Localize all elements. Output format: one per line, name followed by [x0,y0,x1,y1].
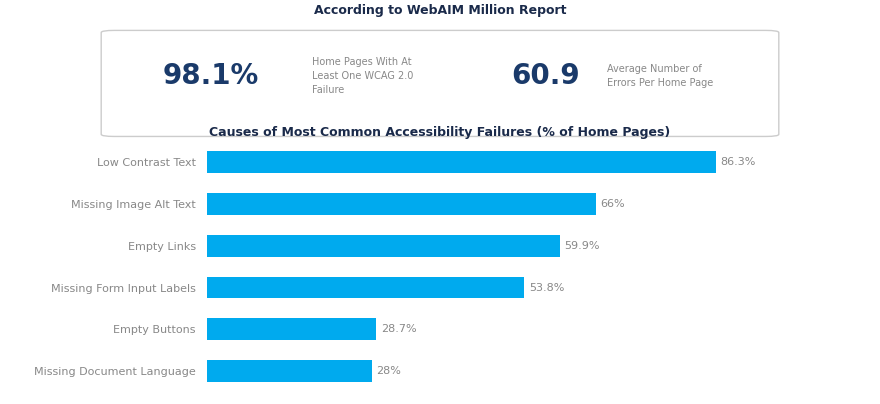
Text: According to WebAIM Million Report: According to WebAIM Million Report [314,4,566,17]
Bar [207,318,376,340]
Text: 86.3%: 86.3% [721,157,756,167]
Text: Causes of Most Common Accessibility Failures (% of Home Pages): Causes of Most Common Accessibility Fail… [209,126,671,139]
Text: 60.9: 60.9 [511,62,580,90]
Text: 59.9%: 59.9% [565,241,600,251]
Bar [207,277,524,299]
Bar [207,235,560,257]
Text: 98.1%: 98.1% [163,62,260,90]
Bar [207,360,372,382]
FancyBboxPatch shape [101,30,779,137]
Text: 28.7%: 28.7% [381,324,416,334]
Text: 66%: 66% [601,199,626,209]
Bar [207,152,715,173]
Text: Home Pages With At
Least One WCAG 2.0
Failure: Home Pages With At Least One WCAG 2.0 Fa… [312,57,414,95]
Bar [207,193,596,215]
Text: 53.8%: 53.8% [529,282,564,292]
Text: Average Number of
Errors Per Home Page: Average Number of Errors Per Home Page [607,64,714,88]
Text: 28%: 28% [377,366,401,376]
